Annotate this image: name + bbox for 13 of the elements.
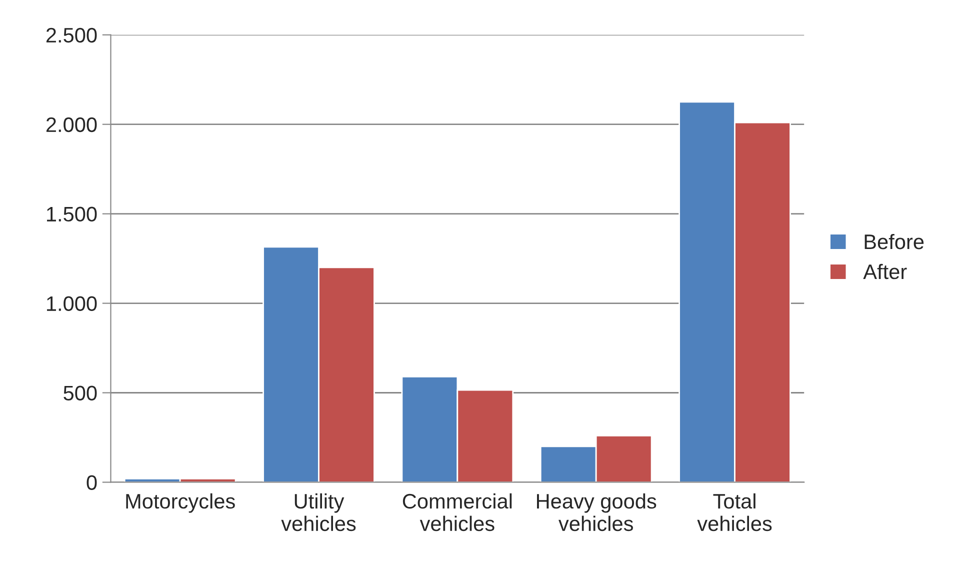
y-tick-label: 1.500 — [47, 206, 97, 222]
x-tick-label: Motorcycles — [126, 493, 235, 513]
y-tick-label: 500 — [64, 386, 97, 401]
y-tick-label: 1.000 — [47, 296, 97, 312]
y-tick-label: 0 — [86, 475, 97, 490]
x-tick-label: Total vehicles — [697, 493, 772, 532]
x-tick-label: Commercial vehicles — [402, 493, 512, 532]
x-tick-label: Utility vehicles — [281, 493, 356, 532]
legend-label: After — [863, 264, 907, 280]
y-tick-label: 2.000 — [46, 117, 97, 132]
x-tick-label: Heavy goods vehicles — [537, 493, 656, 532]
legend-label: Before — [864, 234, 924, 250]
y-tick-label: 2.500 — [46, 28, 97, 43]
